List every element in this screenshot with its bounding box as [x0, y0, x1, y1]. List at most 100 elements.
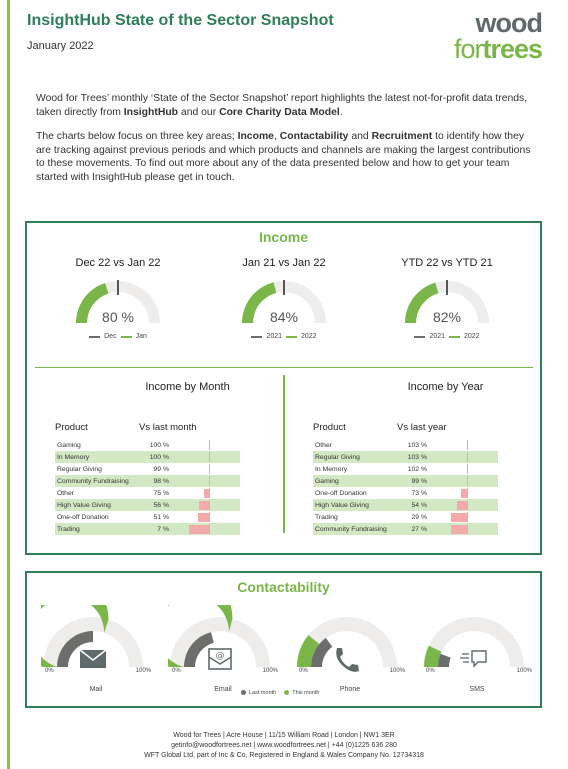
row-value: 99 %: [153, 465, 170, 473]
contactability-title: Contactability: [237, 579, 330, 595]
channel-label: Email: [214, 686, 232, 693]
table-row: One-off Donation 73 %: [313, 487, 498, 499]
baseline-tick: [467, 452, 468, 462]
row-value: 100 %: [149, 441, 169, 449]
row-product: One-off Donation: [57, 513, 109, 521]
channel-label: Phone: [339, 686, 361, 693]
row-value: 56 %: [153, 501, 170, 509]
row-value: 73 %: [411, 489, 428, 497]
row-value: 99 %: [411, 477, 428, 485]
table-row: Regular Giving 103 %: [313, 451, 498, 463]
income-panel: Income Dec 22 vs Jan 22 80 % Dec Jan Jan…: [25, 221, 542, 555]
legend-swatch-prev: [89, 335, 101, 338]
contact-gauge-svg: [297, 617, 397, 672]
row-product: Other: [57, 489, 74, 497]
gauge-min-label: 0%: [45, 668, 54, 674]
row-value: 103 %: [407, 441, 427, 449]
contact-gauge-track: [424, 617, 524, 667]
baseline-tick: [467, 464, 468, 474]
decline-bar: [456, 500, 467, 510]
contact-gauge-track: [170, 617, 270, 667]
footer-company: WFT Global Ltd, part of Inc & Co, Regist…: [144, 752, 424, 759]
table-row: Gaming 99 %: [313, 475, 498, 487]
this-month-arc: [424, 645, 442, 667]
row-product: Regular Giving: [57, 465, 102, 473]
table-title: Income by Month: [145, 381, 230, 393]
decline-bar: [450, 524, 467, 534]
legend-dot-this: [284, 690, 290, 696]
row-value: 100 %: [149, 453, 169, 461]
row-product: High Value Giving: [57, 501, 111, 509]
table-title: Income by Year: [407, 381, 484, 393]
gauge-title: YTD 22 vs YTD 21: [401, 257, 493, 269]
legend-swatch-curr: [286, 335, 297, 338]
intro-text: Wood for Trees’ monthly ‘State of the Se…: [36, 92, 536, 195]
row-product: Trading: [57, 525, 80, 533]
decline-bar: [451, 512, 467, 522]
logo-word-fortrees: fortrees: [453, 34, 543, 64]
email-icon-flap: [208, 656, 232, 665]
row-value: 51 %: [153, 513, 170, 521]
gauge-svg: 82%: [405, 280, 489, 325]
gauge-max-label: 100%: [262, 668, 278, 674]
gauge-max-label: 100%: [516, 668, 532, 674]
row-value: 75 %: [153, 489, 170, 497]
mail-icon-flap: [79, 649, 107, 661]
col-header-product: Product: [313, 422, 346, 433]
gauge-min-label: 0%: [299, 668, 308, 674]
gauge-min-label: 0%: [172, 668, 181, 674]
row-product: High Value Giving: [315, 501, 369, 509]
decline-bar: [198, 512, 209, 522]
channel-label: SMS: [469, 686, 485, 693]
decline-bar: [461, 488, 467, 498]
contact-gauge-track: [43, 617, 143, 667]
this-month-arc: [41, 605, 109, 667]
footer-contact: getinfo@woodfortrees.net | www.woodfortr…: [171, 742, 397, 749]
intro-paragraph-1: Wood for Trees’ monthly ‘State of the Se…: [36, 93, 528, 118]
table-row: Trading 29 %: [313, 511, 498, 523]
income-vertical-divider: [283, 375, 285, 533]
this-month-arc: [168, 605, 233, 667]
legend-swatch-curr: [120, 335, 132, 338]
table-row: Regular Giving 99 %: [55, 463, 240, 475]
gauge-legend: 2021 2022: [377, 333, 517, 340]
row-value: 7 %: [157, 525, 169, 533]
row-product: Gaming: [315, 477, 339, 485]
table-rows: Other 103 % Regular Giving 103 % In Memory 10…: [313, 439, 498, 535]
row-value: 98 %: [153, 477, 170, 485]
gauge-value-label: 84%: [270, 309, 298, 325]
table-row: High Value Giving 54 %: [313, 499, 498, 511]
contact-gauge-email: @ 0% 100% Email: [168, 605, 278, 693]
row-product: Community Fundraising: [315, 525, 387, 533]
decline-bar: [188, 524, 209, 534]
table-row: Community Fundraising 27 %: [313, 523, 498, 535]
decline-bar: [203, 488, 209, 498]
table-row: High Value Giving 56 %: [55, 499, 240, 511]
gauge-title: Jan 21 vs Jan 22: [242, 257, 326, 269]
income-gauge-2: Jan 21 vs Jan 22 84% 2021 2022: [214, 257, 354, 340]
gauge-fill: [76, 283, 109, 323]
baseline-tick: [209, 452, 210, 462]
contact-gauge-svg: [41, 605, 143, 668]
footer: Wood for Trees | Acre House | 11/15 Will…: [0, 731, 568, 761]
logo-word-wood: wood: [475, 8, 543, 38]
baseline-tick: [467, 476, 468, 486]
gauge-fill: [242, 282, 277, 323]
income-gauge-3: YTD 22 vs YTD 21 82% 2021 2022: [377, 257, 517, 340]
baseline-tick: [209, 476, 210, 486]
baseline-tick: [209, 500, 210, 510]
legend-dot-last: [241, 690, 246, 696]
legend-swatch-prev: [251, 335, 263, 338]
row-value: 54 %: [411, 501, 428, 509]
baseline-tick: [467, 524, 468, 534]
baseline-tick: [467, 512, 468, 522]
row-value: 27 %: [411, 525, 428, 533]
baseline-tick: [467, 488, 468, 498]
contact-gauge-mail: 0% 100% Mail: [41, 605, 151, 693]
baseline-tick: [209, 512, 210, 522]
sms-icon: [471, 650, 487, 668]
email-at-glyph: @: [216, 651, 225, 661]
income-gauge-1: Dec 22 vs Jan 22 80 % Dec Jan: [48, 257, 188, 340]
last-month-arc: [184, 632, 214, 667]
row-product: One-off Donation: [315, 489, 367, 497]
